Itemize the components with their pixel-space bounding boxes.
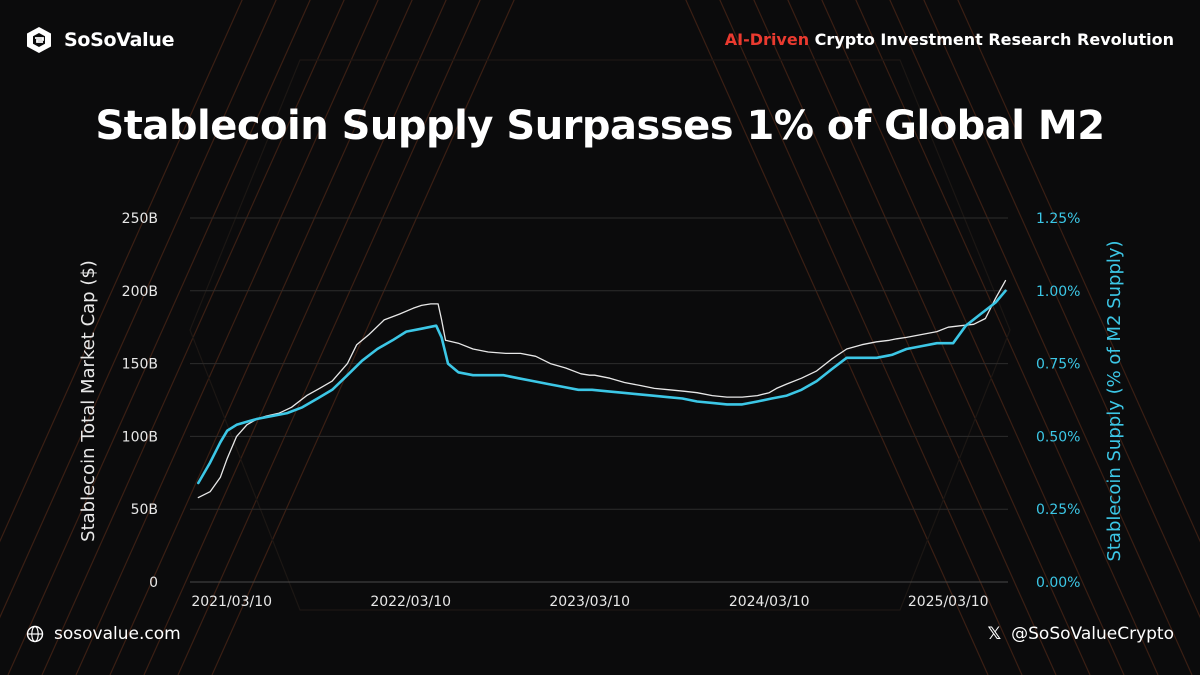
bg-line: [177, 0, 481, 675]
tagline-rest: Crypto Investment Research Revolution: [809, 30, 1174, 49]
right-tick-label: 0.25%: [1036, 502, 1080, 518]
right-tick-label: 1.25%: [1036, 211, 1080, 227]
left-tick-label: 100B: [122, 429, 158, 445]
left-tick-label: 200B: [122, 284, 158, 300]
website-link[interactable]: sosovalue.com: [54, 624, 181, 644]
bg-line: [0, 0, 277, 619]
footer-website[interactable]: sosovalue.com: [26, 624, 181, 644]
series-market-cap-line: [197, 279, 1007, 499]
tagline-accent: AI-Driven: [724, 30, 810, 49]
bg-line: [821, 0, 1125, 675]
bg-line: [75, 0, 379, 675]
x-tick-label: 2022/03/10: [370, 594, 451, 610]
right-tick-label: 0.75%: [1036, 357, 1080, 373]
chart-title: Stablecoin Supply Surpasses 1% of Global…: [95, 103, 1105, 149]
left-tick-label: 0: [149, 575, 158, 591]
x-tick-label: 2023/03/10: [549, 594, 630, 610]
tagline: AI-Driven Crypto Investment Research Rev…: [725, 30, 1174, 49]
left-tick-label: 250B: [122, 211, 158, 227]
x-tick-label: 2021/03/10: [191, 594, 272, 610]
bg-line: [143, 0, 447, 675]
right-axis-label: Stablecoin Supply (% of M2 Supply): [1104, 240, 1125, 561]
bg-line: [787, 0, 1091, 675]
brand-name: SoSoValue: [64, 29, 175, 51]
bg-line: [889, 0, 1193, 675]
brand: SoSoValue: [24, 22, 174, 58]
x-logo-icon: 𝕏: [987, 624, 1002, 644]
grid-lines: [190, 217, 1008, 583]
footer-social[interactable]: 𝕏 @SoSoValueCrypto: [987, 624, 1174, 644]
x-tick-label: 2025/03/10: [908, 594, 989, 610]
right-tick-label: 0.00%: [1036, 575, 1080, 591]
social-handle[interactable]: @SoSoValueCrypto: [1011, 624, 1174, 644]
bg-line: [685, 0, 989, 675]
left-tick-label: 50B: [131, 502, 158, 518]
bg-line: [753, 0, 1057, 675]
bg-line: [109, 0, 413, 675]
bg-line: [855, 0, 1159, 675]
bg-line: [957, 0, 1200, 543]
bg-line: [211, 0, 515, 675]
bg-frame: [189, 59, 1011, 611]
bg-line: [41, 0, 345, 675]
bg-line: [719, 0, 1023, 675]
series-m2-share-line: [197, 289, 1007, 485]
right-axis-ticks: 0.00% 0.25% 0.50% 0.75% 1.00% 1.25%: [1036, 211, 1080, 591]
bg-line: [0, 0, 243, 543]
sosovalue-logo-icon: [27, 27, 51, 53]
x-axis-ticks: 2021/03/10 2022/03/10 2023/03/10 2024/03/10…: [191, 594, 988, 610]
left-axis-ticks: 0 50B 100B 150B 200B 250B: [122, 211, 158, 591]
left-tick-label: 150B: [122, 357, 158, 373]
bg-line: [7, 0, 311, 675]
right-tick-label: 0.50%: [1036, 429, 1080, 445]
left-axis-label: Stablecoin Total Market Cap ($): [78, 260, 99, 542]
right-tick-label: 1.00%: [1036, 284, 1080, 300]
x-tick-label: 2024/03/10: [729, 594, 810, 610]
bg-line: [923, 0, 1200, 619]
globe-icon: [26, 625, 44, 643]
series-lines: [197, 279, 1007, 499]
